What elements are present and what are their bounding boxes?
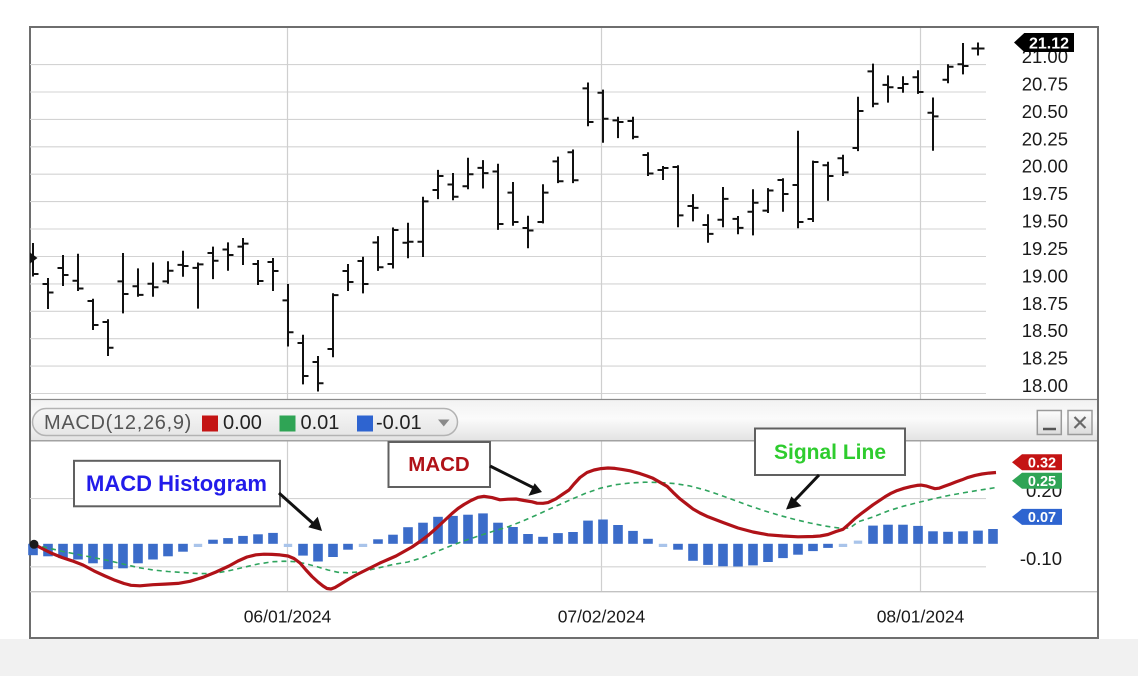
svg-text:MACD(12,26,9): MACD(12,26,9): [44, 412, 192, 434]
svg-text:19.25: 19.25: [1022, 238, 1068, 259]
svg-text:Signal Line: Signal Line: [774, 441, 886, 464]
svg-text:07/02/2024: 07/02/2024: [558, 607, 646, 627]
svg-text:18.75: 18.75: [1022, 293, 1068, 314]
svg-text:06/01/2024: 06/01/2024: [244, 607, 332, 627]
svg-text:-0.10: -0.10: [1020, 548, 1062, 569]
svg-text:18.25: 18.25: [1022, 348, 1068, 369]
svg-text:0.00: 0.00: [223, 412, 262, 434]
svg-text:18.00: 18.00: [1022, 375, 1068, 396]
svg-text:19.00: 19.00: [1022, 265, 1068, 286]
svg-text:20.00: 20.00: [1022, 156, 1068, 177]
svg-text:08/01/2024: 08/01/2024: [877, 607, 965, 627]
svg-text:19.50: 19.50: [1022, 211, 1068, 232]
svg-text:-0.01: -0.01: [376, 412, 422, 434]
svg-text:19.75: 19.75: [1022, 183, 1068, 204]
svg-text:0.01: 0.01: [301, 412, 340, 434]
svg-text:MACD Histogram: MACD Histogram: [86, 471, 267, 496]
svg-text:20.25: 20.25: [1022, 128, 1068, 149]
svg-text:20.50: 20.50: [1022, 101, 1068, 122]
svg-text:0.25: 0.25: [1028, 474, 1056, 490]
svg-text:21.12: 21.12: [1029, 35, 1069, 52]
svg-text:MACD: MACD: [408, 453, 470, 476]
svg-text:20.75: 20.75: [1022, 74, 1068, 95]
svg-text:0.32: 0.32: [1028, 455, 1056, 471]
svg-text:18.50: 18.50: [1022, 320, 1068, 341]
svg-text:0.07: 0.07: [1028, 510, 1056, 526]
